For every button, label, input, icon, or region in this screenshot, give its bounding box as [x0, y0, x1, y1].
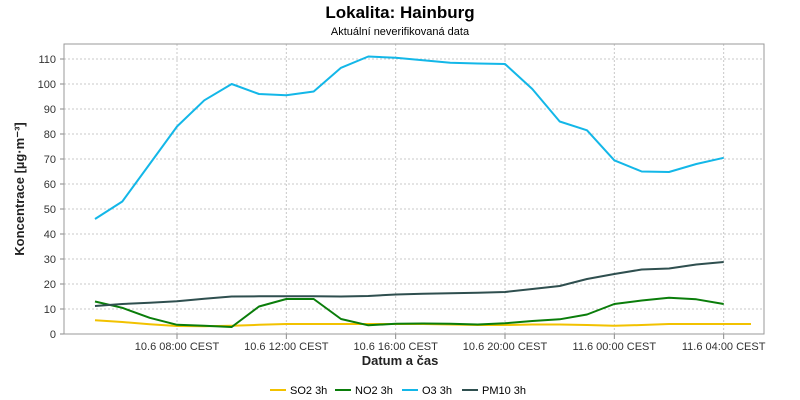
y-tick-label: 30 — [44, 254, 56, 266]
y-tick-label: 40 — [44, 229, 56, 241]
chart-subtitle: Aktuální neverifikovaná data — [331, 26, 470, 38]
x-tick-label: 10.6 16:00 CEST — [353, 341, 438, 353]
series-line-o3-3h — [94, 55, 724, 220]
y-tick-label: 90 — [44, 104, 56, 116]
y-tick-label: 80 — [44, 129, 56, 141]
y-tick-label: 60 — [44, 179, 56, 191]
y-tick-label: 10 — [44, 304, 56, 316]
legend-label: PM10 3h — [482, 385, 526, 397]
legend-item: SO2 3h — [270, 385, 327, 397]
y-tick-label: 110 — [38, 54, 56, 66]
legend: SO2 3h NO2 3h O3 3h PM10 3h — [270, 385, 526, 397]
x-tick-labels: 10.6 08:00 CEST 10.6 12:00 CEST 10.6 16:00… — [135, 341, 766, 353]
series-line-no2-3h — [94, 296, 724, 328]
legend-label: SO2 3h — [290, 385, 327, 397]
y-axis-label: Koncentrace [µg·m⁻³] — [12, 122, 27, 256]
x-tick-label: 11.6 00:00 CEST — [573, 341, 657, 353]
y-tick-labels: 0 10 20 30 40 50 60 70 80 90 100 110 — [38, 54, 56, 341]
y-tick-label: 100 — [38, 79, 56, 91]
x-tick-label: 10.6 20:00 CEST — [463, 341, 548, 353]
y-tick-label: 50 — [44, 204, 56, 216]
y-tick-label: 0 — [50, 329, 56, 341]
legend-label: O3 3h — [422, 385, 452, 397]
legend-label: NO2 3h — [355, 385, 393, 397]
x-tick-label: 11.6 04:00 CEST — [682, 341, 766, 353]
y-tick-label: 20 — [44, 279, 56, 291]
chart-title: Lokalita: Hainburg — [325, 3, 474, 22]
x-axis-label: Datum a čas — [362, 353, 439, 368]
axes — [60, 43, 765, 339]
x-tick-label: 10.6 08:00 CEST — [135, 341, 220, 353]
grid-lines — [64, 44, 764, 335]
y-tick-label: 70 — [44, 154, 56, 166]
series-line-pm10-3h — [94, 261, 724, 307]
legend-item: PM10 3h — [462, 385, 526, 397]
x-tick-label: 10.6 12:00 CEST — [244, 341, 329, 353]
legend-item: NO2 3h — [335, 385, 393, 397]
series-lines — [94, 55, 751, 328]
plot-frame — [63, 43, 765, 335]
legend-item: O3 3h — [402, 385, 452, 397]
